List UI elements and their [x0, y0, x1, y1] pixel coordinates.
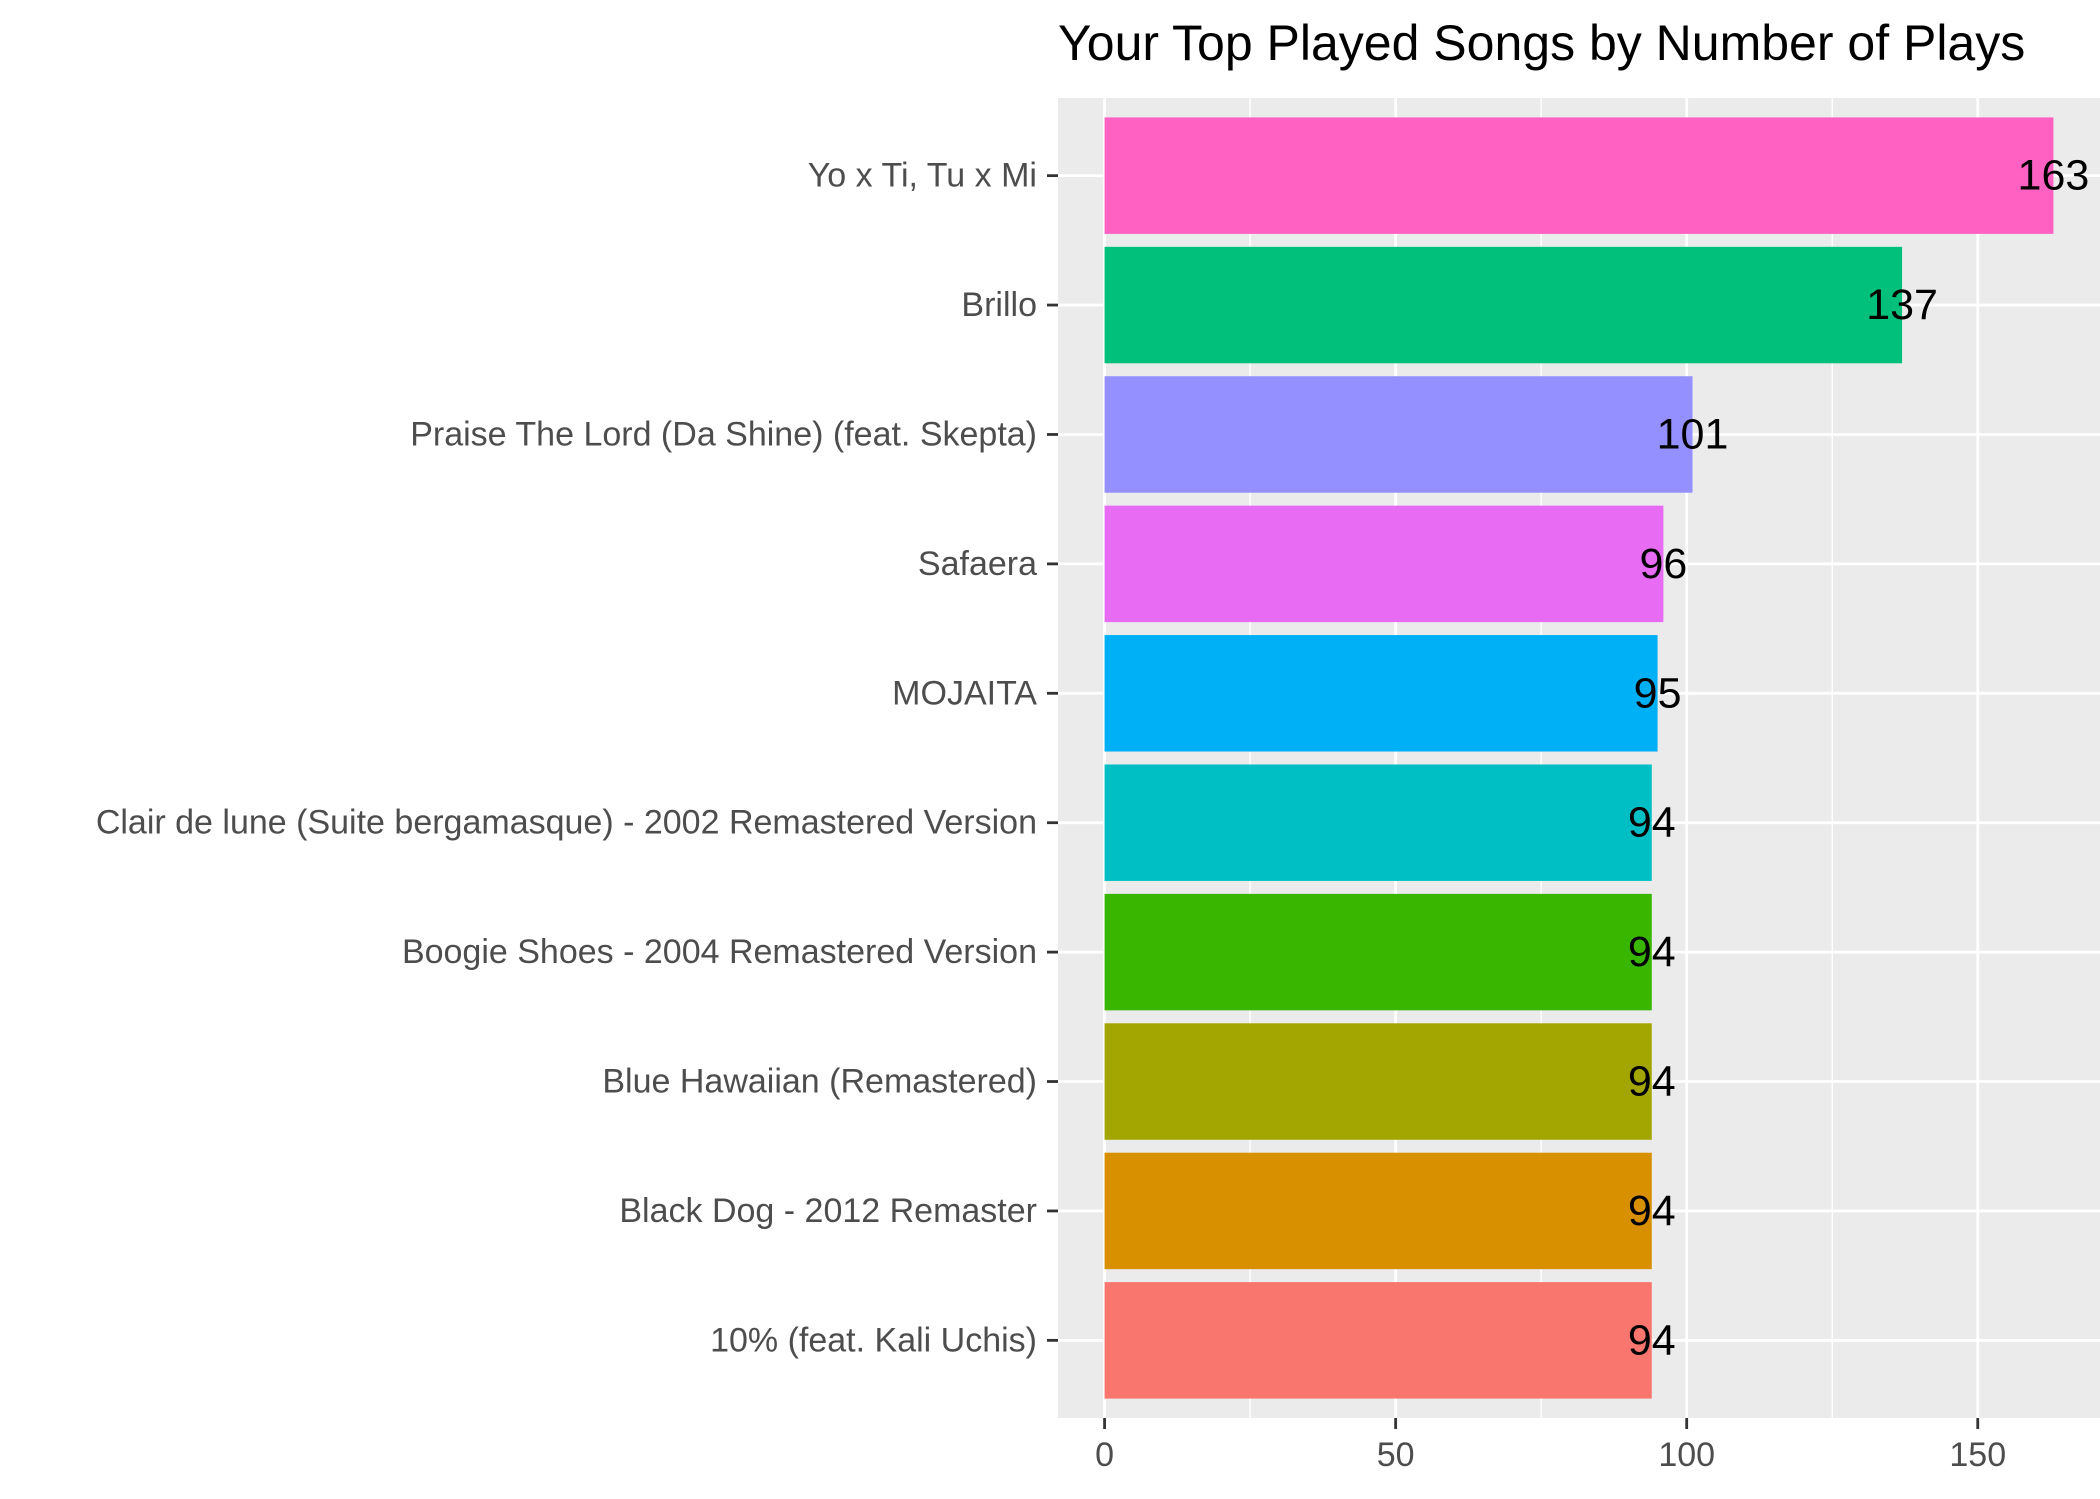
category-label: MOJAITA: [892, 674, 1037, 712]
category-label: Safaera: [918, 545, 1037, 583]
category-label: Yo x Ti, Tu x Mi: [808, 157, 1037, 195]
x-tick-label: 100: [1658, 1436, 1715, 1474]
category-label: Brillo: [961, 286, 1037, 324]
bar-value-label: 94: [1628, 1316, 1676, 1364]
category-axis: Yo x Ti, Tu x Mi Brillo Praise The Lord (D…: [96, 157, 1058, 1359]
x-tick-label: 150: [1949, 1436, 2006, 1474]
bar: [1104, 1282, 1652, 1399]
bar-value-label: 94: [1628, 1058, 1676, 1106]
bar-value-label: 137: [1866, 281, 1938, 329]
bar: [1104, 635, 1658, 752]
bar: [1104, 764, 1652, 881]
bars: [1104, 117, 2054, 1399]
category-label: Clair de lune (Suite bergamasque) - 2002…: [96, 804, 1037, 842]
bar-value-label: 95: [1634, 669, 1682, 717]
bar: [1104, 1152, 1652, 1270]
category-label: Praise The Lord (Da Shine) (feat. Skepta…: [410, 415, 1037, 453]
bar: [1104, 117, 2054, 234]
bar: [1104, 1023, 1652, 1140]
bar-value-label: 101: [1657, 410, 1729, 458]
bar: [1104, 376, 1693, 493]
bar: [1104, 505, 1664, 623]
category-label: Blue Hawaiian (Remastered): [602, 1063, 1037, 1101]
bar: [1104, 893, 1652, 1011]
x-tick-label: 50: [1377, 1436, 1415, 1474]
x-tick-label: 0: [1095, 1436, 1114, 1474]
bar-value-label: 94: [1628, 1187, 1676, 1235]
chart-title: Your Top Played Songs by Number of Plays: [1058, 15, 2025, 71]
category-label: 10% (feat. Kali Uchis): [710, 1321, 1037, 1359]
bar-value-label: 94: [1628, 928, 1676, 976]
value-labels: 163 137 101 96 95 94 94 94 94 94: [1628, 152, 2089, 1365]
bar: [1104, 246, 1903, 364]
bar-value-label: 163: [2018, 152, 2090, 200]
bar-value-label: 96: [1639, 540, 1687, 588]
x-axis: 0 50 100 150: [1095, 1418, 2006, 1474]
bar-value-label: 94: [1628, 799, 1676, 847]
category-label: Boogie Shoes - 2004 Remastered Version: [402, 933, 1037, 971]
category-label: Black Dog - 2012 Remaster: [619, 1192, 1037, 1230]
